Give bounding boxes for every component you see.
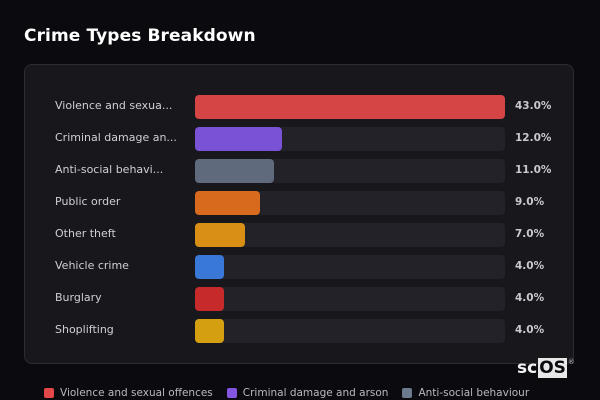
bar-label: Vehicle crime [55, 259, 129, 272]
bar-row[interactable]: Anti-social behavi... 11.0% [25, 159, 573, 183]
bar-label: Burglary [55, 291, 102, 304]
bar-label: Public order [55, 195, 121, 208]
bar-fill[interactable] [195, 159, 274, 183]
bar-value: 7.0% [515, 228, 545, 240]
bar-label: Violence and sexua... [55, 99, 173, 112]
legend-swatch-icon [402, 388, 413, 398]
bar-track [195, 127, 505, 151]
bar-label: Anti-social behavi... [55, 163, 164, 176]
bar-row[interactable]: Violence and sexua... 43.0% [25, 95, 573, 119]
bar-fill[interactable] [195, 287, 224, 311]
bar-row[interactable]: Burglary 4.0% [25, 287, 573, 311]
bar-row[interactable]: Criminal damage an... 12.0% [25, 127, 573, 151]
bar-value: 43.0% [515, 100, 552, 112]
bar-track [195, 255, 505, 279]
chart-card: Violence and sexua... 43.0% Criminal damag… [24, 64, 574, 364]
bar-value: 4.0% [515, 260, 545, 272]
legend-label: Criminal damage and arson [242, 387, 389, 399]
legend-label: Anti-social behaviour [418, 387, 530, 399]
watermark-text-os: OS [538, 358, 567, 378]
bar-value: 11.0% [515, 164, 552, 176]
bar-track [195, 223, 505, 247]
chart-title: Crime Types Breakdown [24, 26, 256, 46]
bar-value: 4.0% [515, 292, 545, 304]
bar-fill[interactable] [195, 191, 260, 215]
watermark-text-sc: sc [517, 358, 538, 378]
registered-mark: ® [567, 358, 575, 366]
bar-label: Shoplifting [55, 323, 114, 336]
bar-row[interactable]: Public order 9.0% [25, 191, 573, 215]
bar-track [195, 95, 505, 119]
bar-value: 9.0% [515, 196, 545, 208]
legend-label: Violence and sexual offences [60, 387, 213, 399]
bar-fill[interactable] [195, 223, 245, 247]
bar-fill[interactable] [195, 127, 282, 151]
bar-value: 4.0% [515, 324, 545, 336]
legend-swatch-icon [226, 388, 237, 398]
bar-track [195, 159, 505, 183]
legend-item[interactable]: Violence and sexual offences [44, 387, 213, 399]
bar-row[interactable]: Other theft 7.0% [25, 223, 573, 247]
legend-item[interactable]: Criminal damage and arson [226, 387, 389, 399]
bar-track [195, 191, 505, 215]
chart-legend: Violence and sexual offences Criminal dam… [44, 387, 543, 399]
bar-track [195, 287, 505, 311]
bar-fill[interactable] [195, 319, 224, 343]
bar-fill[interactable] [195, 255, 224, 279]
bar-row[interactable]: Vehicle crime 4.0% [25, 255, 573, 279]
bar-value: 12.0% [515, 132, 552, 144]
watermark-logo: sc OS ® [517, 358, 575, 378]
bar-label: Other theft [55, 227, 116, 240]
bar-fill[interactable] [195, 95, 505, 119]
legend-item[interactable]: Anti-social behaviour [402, 387, 529, 399]
legend-swatch-icon [44, 388, 54, 398]
bar-track [195, 319, 505, 343]
bar-row[interactable]: Shoplifting 4.0% [25, 319, 573, 343]
bar-label: Criminal damage an... [55, 131, 177, 144]
